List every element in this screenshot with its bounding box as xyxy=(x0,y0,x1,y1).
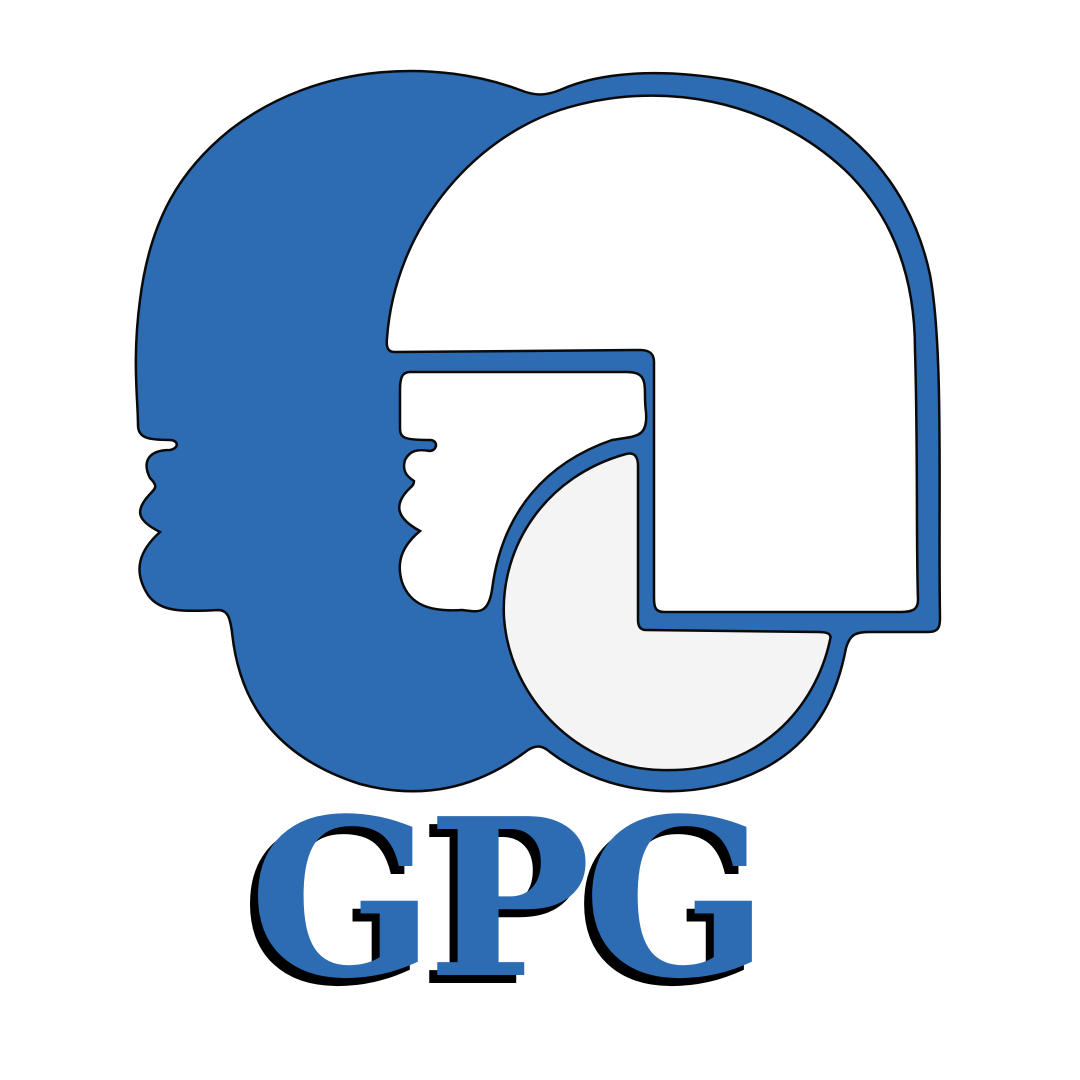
wordmark-text: GPG xyxy=(249,771,761,1027)
emblem-grey-disc xyxy=(502,452,832,772)
emblem-upper-white xyxy=(385,94,920,614)
emblem-face-white xyxy=(398,370,648,613)
wordmark-shadow: GPG xyxy=(241,779,753,1035)
